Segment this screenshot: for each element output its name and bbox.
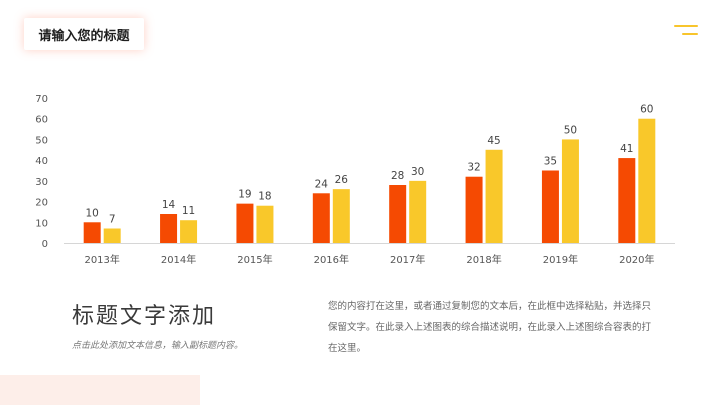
decorative-corner-block: [0, 375, 200, 405]
y-tick-label: 10: [35, 218, 48, 229]
data-label: 35: [544, 156, 557, 168]
bar-1: [618, 158, 636, 243]
y-tick-label: 60: [35, 115, 48, 126]
data-label: 14: [162, 199, 176, 211]
data-label: 32: [467, 162, 480, 174]
bar-1: [389, 185, 407, 243]
bar-2: [180, 220, 198, 243]
bar-chart: 0 10 20 30 40 50 60 70 10 7 2013年 14 11 2014年 19 18 2015…: [35, 94, 675, 266]
title-card: 请输入您的标题: [24, 18, 144, 50]
bar-2: [103, 228, 121, 243]
y-tick-label: 70: [35, 94, 48, 105]
data-label: 24: [315, 178, 329, 190]
data-label: 30: [411, 166, 424, 178]
bar-1: [312, 193, 330, 243]
bar-2: [332, 189, 350, 243]
data-label: 10: [86, 207, 99, 219]
y-tick-label: 0: [42, 239, 48, 250]
data-label: 41: [620, 143, 633, 155]
data-label: 28: [391, 170, 404, 182]
x-tick-label: 2014年: [161, 253, 196, 266]
bar-2: [638, 118, 656, 243]
main-heading: 标题文字添加: [72, 304, 217, 329]
x-tick-label: 2017年: [390, 253, 425, 266]
page-title: 请输入您的标题: [38, 28, 130, 44]
sub-heading: 点击此处添加文本信息，输入副标题内容。: [72, 341, 244, 351]
bar-2: [485, 149, 503, 243]
data-label: 45: [487, 135, 500, 147]
bar-1: [83, 222, 101, 243]
x-tick-label: 2018年: [466, 253, 501, 266]
menu-line-bottom: [682, 33, 698, 35]
y-tick-label: 30: [35, 177, 48, 188]
bar-1: [160, 214, 178, 243]
bar-2: [256, 205, 274, 243]
data-label: 50: [564, 124, 577, 136]
menu-line-top: [674, 25, 698, 27]
bar-1: [465, 176, 483, 243]
bar-2: [561, 139, 579, 243]
data-label: 18: [258, 191, 271, 203]
bar-2: [409, 180, 427, 243]
data-label: 7: [109, 214, 116, 226]
x-tick-label: 2013年: [84, 253, 119, 266]
x-tick-label: 2019年: [543, 253, 578, 266]
y-tick-label: 20: [35, 198, 48, 209]
data-label: 11: [182, 205, 195, 217]
x-tick-label: 2020年: [619, 253, 654, 266]
bar-1: [541, 170, 559, 243]
menu-icon[interactable]: [672, 22, 702, 38]
x-tick-label: 2016年: [314, 253, 349, 266]
description-text: 您的内容打在这里，或者通过复制您的文本后，在此框中选择粘贴，并选择只保留文字。在…: [328, 301, 652, 354]
data-label: 60: [640, 104, 653, 116]
data-label: 26: [335, 174, 349, 186]
x-tick-label: 2015年: [237, 253, 272, 266]
y-tick-label: 50: [35, 135, 48, 146]
bar-1: [236, 203, 254, 243]
data-label: 19: [238, 189, 251, 201]
y-tick-label: 40: [35, 156, 48, 167]
